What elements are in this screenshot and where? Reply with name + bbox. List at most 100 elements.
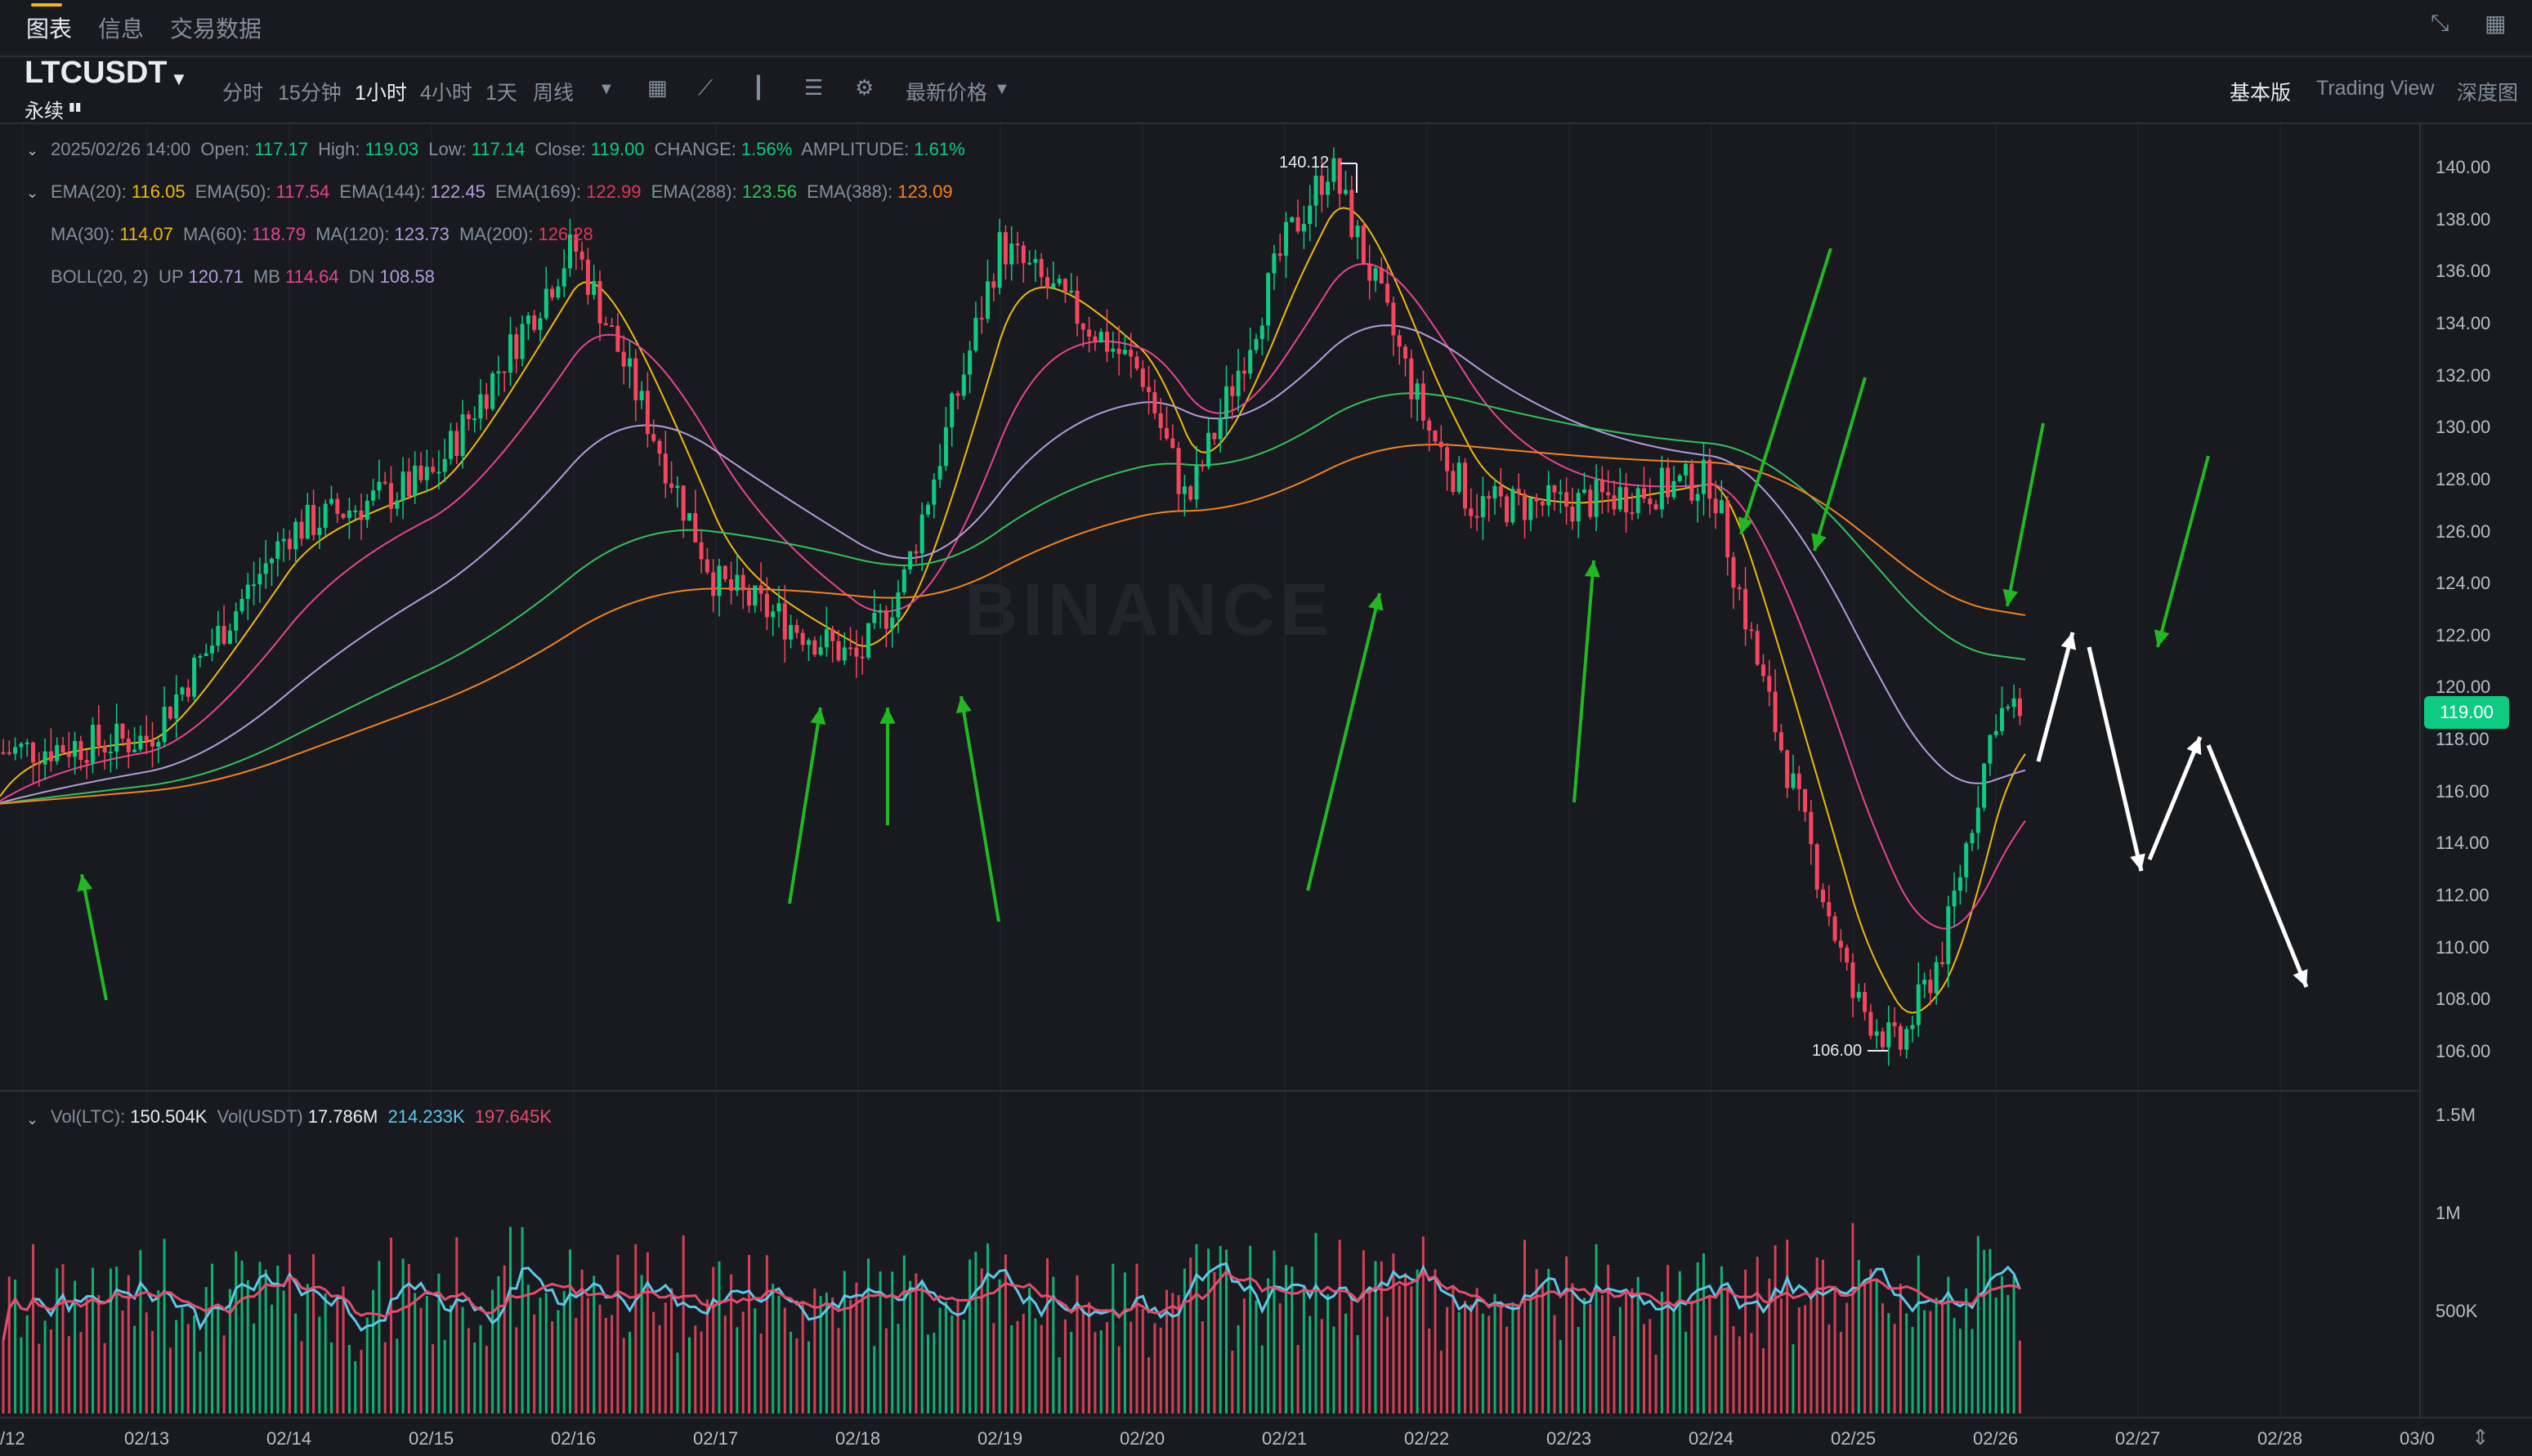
volume-bar [1774,1245,1777,1414]
volume-bar [1881,1303,1884,1414]
volume-bar [992,1323,995,1414]
candle-body [1438,441,1443,448]
volume-bar [1804,1305,1807,1414]
extreme-markers: 140.12 106.00 [1279,154,1888,1060]
candle-body [705,559,709,573]
ema-collapse-icon[interactable]: ⌄ [26,185,39,201]
pane-separator[interactable] [0,1090,2419,1092]
gear-icon[interactable]: ⚙ [855,75,875,100]
volume-bar [1362,1250,1365,1414]
tab-chart[interactable]: 图表 [26,16,73,42]
volume-bar [103,1342,106,1414]
candle-body [1069,290,1074,293]
volume-bar [807,1341,810,1414]
annotation-arrow-line [2206,744,2309,988]
volume-bar [1577,1327,1580,1414]
volume-bar [1535,1269,1538,1414]
candle-body [508,334,512,373]
candle-body [275,541,280,560]
volume-bar [1732,1326,1735,1414]
candle-body [1785,750,1790,788]
candle-body [1737,587,1742,590]
candle-body [1725,500,1730,557]
timeframe-1d[interactable]: 1天 [485,82,517,105]
candle-body [884,610,888,629]
timeframe-1h[interactable]: 1小时 [355,82,407,105]
view-basic[interactable]: 基本版 [2230,82,2292,105]
timeframe-time[interactable]: 分时 [222,82,264,105]
candle-body [96,725,101,746]
view-depth[interactable]: 深度图 [2457,82,2519,105]
price-type-caret-icon[interactable]: ▼ [994,80,1010,98]
layout-grid-icon[interactable]: ▦ [2485,11,2507,36]
candle-body [1707,459,1712,499]
legend-collapse-icon[interactable]: ⌄ [26,142,39,159]
volume-collapse-icon[interactable]: ⌄ [26,1111,39,1128]
candle-body [896,592,901,618]
candle-body [1659,467,1664,510]
volume-bar [1893,1324,1896,1414]
candle-body [1337,158,1342,194]
candle-body [657,440,662,454]
collapse-icon[interactable]: ⤡ [2431,10,2449,35]
volume-bar [634,1244,637,1414]
candle-body [1523,494,1527,520]
vol-ma2-value: 197.645K [474,1106,552,1127]
candle-body [1254,338,1259,351]
date-axis-tick: 02/20 [1120,1428,1165,1449]
ema169-label: EMA(169): [494,181,582,202]
annotation-arrow-head [879,708,896,724]
volume-bar [61,1264,65,1414]
candle-body [1642,488,1646,499]
indicator-icon[interactable]: ⟋ [698,75,714,100]
price-axis[interactable] [2419,124,2532,1417]
candle-body [454,431,459,457]
candle-body [717,565,722,596]
candle-body [544,288,548,319]
close-value: 119.00 [590,139,645,159]
more-timeframes-caret-icon[interactable]: ▼ [598,80,615,98]
settings-list-icon[interactable]: ☰ [804,75,824,100]
volume-bar [861,1293,864,1414]
candle-body [1129,350,1134,357]
timeframe-week[interactable]: 周线 [533,82,575,105]
chevron-down-icon[interactable]: ▼ [170,69,188,89]
volume-bar [1487,1315,1491,1414]
expand-vertical-icon[interactable]: ⇕ [2472,1425,2490,1449]
volume-bar [1600,1295,1604,1414]
candle-body [60,744,65,753]
tab-trading-data[interactable]: 交易数据 [170,16,262,42]
volume-bar [1177,1295,1180,1414]
timeframe-4h[interactable]: 4小时 [420,82,472,105]
timeframe-15m[interactable]: 15分钟 [278,82,342,105]
volume-bar [980,1268,983,1414]
candle-body [1952,891,1957,907]
volume-bar [562,1291,566,1414]
candle-type-icon[interactable]: ┃ [752,75,765,100]
candle-body [1194,465,1199,500]
calendar-icon[interactable]: ▦ [647,75,668,100]
volume-bar [688,1337,691,1414]
volume-bar [1672,1310,1675,1414]
symbol-selector[interactable]: LTCUSDT [25,56,168,90]
candle-body [138,735,143,750]
price-type-dropdown[interactable]: 最新价格 [906,82,988,105]
candle-body [1719,500,1724,514]
annotation-arrow-line [2006,422,2045,607]
ema-line [0,262,2026,930]
date-axis-tick: 02/26 [1973,1428,2019,1449]
candle-body [371,490,376,501]
candle-body [102,745,107,753]
view-tradingview[interactable]: Trading View [2316,77,2435,100]
volume-bar [1827,1324,1831,1414]
time-axis[interactable] [0,1417,2532,1456]
annotation-arrow-head [2002,588,2019,606]
annotation-arrow-line [960,695,1000,922]
annotation-arrow-head [2060,632,2077,650]
annotation-arrow-line [2036,632,2075,762]
candle-body [675,485,680,489]
signal-bars-icon: ▮▮ [69,100,82,113]
tab-info[interactable]: 信息 [98,16,145,42]
candle-body [1898,1025,1903,1050]
